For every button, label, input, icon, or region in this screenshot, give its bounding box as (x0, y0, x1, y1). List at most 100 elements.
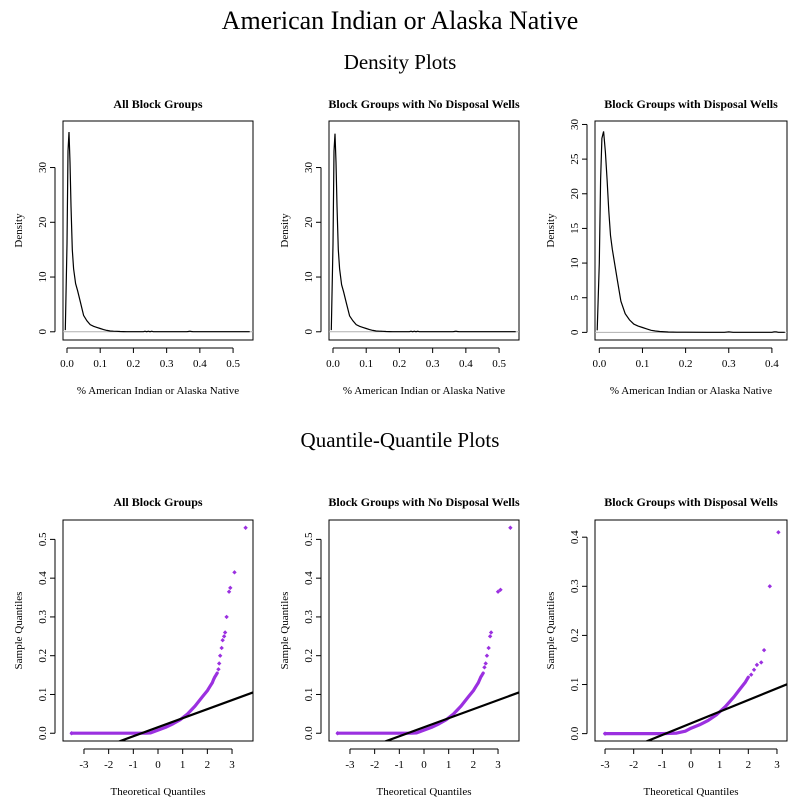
x-tick-label: 0.5 (226, 358, 240, 370)
qq-point (488, 630, 494, 635)
y-tick-label: 0.1 (37, 688, 49, 702)
panel-title: Block Groups with No Disposal Wells (328, 495, 520, 509)
x-axis-label: Theoretical Quantiles (111, 786, 206, 798)
x-tick-label: 0 (421, 759, 427, 771)
x-tick-label: 0.4 (459, 358, 473, 370)
y-tick-label: 0.2 (569, 629, 581, 643)
qq-all-block-groups-chart: All Block Groups -3 -2 -1 0 1 2 3 0.0 0.1 0.2 0.3 0.… (13, 495, 254, 798)
y-axis-label: Density (13, 213, 25, 248)
y-tick-label: 0 (569, 329, 581, 335)
density-no-disposal-wells-chart: Block Groups with No Disposal Wells 0.0 0.… (279, 97, 520, 397)
qq-point (487, 634, 493, 639)
density-with-disposal-wells-chart: Block Groups with Disposal Wells 0.0 0.1 0.… (545, 97, 788, 397)
y-axis-label: Density (545, 213, 557, 248)
y-tick-label: 0.0 (303, 726, 315, 740)
plot-frame (328, 120, 520, 341)
qq-point (508, 525, 513, 530)
y-tick-label: 10 (303, 271, 315, 283)
x-tick-label: 1 (717, 759, 723, 771)
x-tick-label: 0.3 (722, 358, 736, 370)
x-tick-label: -2 (629, 759, 638, 771)
qq-point-curve (335, 671, 485, 735)
x-tick-label: 0.2 (679, 358, 693, 370)
y-tick-label: 0.3 (303, 610, 315, 624)
qq-point (243, 525, 248, 530)
y-tick-label: 0.0 (37, 726, 49, 740)
figure-title: American Indian or Alaska Native (221, 6, 579, 35)
qq-point (232, 570, 237, 575)
x-tick-label: -3 (345, 759, 355, 771)
x-tick-label: -3 (79, 759, 89, 771)
y-tick-label: 20 (303, 216, 315, 228)
x-tick-label: -1 (395, 759, 404, 771)
density-curve (64, 131, 250, 333)
y-tick-label: 0.4 (37, 571, 49, 585)
y-tick-label: 10 (37, 271, 49, 283)
x-tick-label: 0.2 (393, 358, 407, 370)
y-tick-label: 10 (569, 257, 581, 269)
panel-title: Block Groups with Disposal Wells (604, 97, 778, 111)
x-axis-label: % American Indian or Alaska Native (343, 385, 505, 397)
y-tick-label: 0.4 (569, 530, 581, 544)
x-tick-label: 3 (229, 759, 235, 771)
y-tick-label: 0.5 (303, 532, 315, 546)
qq-point (483, 661, 488, 666)
qq-point (754, 662, 760, 668)
qq-point (220, 637, 225, 643)
plot-frame (62, 519, 254, 742)
plot-frame (594, 120, 788, 341)
x-tick-label: 0 (688, 759, 694, 771)
panel-title: All Block Groups (113, 495, 202, 509)
x-tick-label: 0.5 (492, 358, 506, 370)
x-tick-label: 3 (495, 759, 501, 771)
y-tick-label: 0.5 (37, 532, 49, 546)
x-tick-label: -1 (129, 759, 138, 771)
density-all-block-groups-chart: All Block Groups 0.0 0.1 0.2 0.3 0.4 0.5 0 10 20 3… (13, 97, 254, 397)
qq-point-curve (69, 671, 219, 735)
y-tick-label: 0 (303, 329, 315, 335)
x-tick-label: 0 (155, 759, 161, 771)
qq-point (776, 530, 781, 535)
qq-point (217, 653, 223, 658)
y-tick-label: 30 (569, 118, 581, 130)
x-axis-label: Theoretical Quantiles (377, 786, 472, 798)
x-tick-label: 0.0 (60, 358, 74, 370)
panel-title: All Block Groups (113, 97, 202, 111)
plot-frame (62, 120, 254, 341)
x-tick-label: -2 (370, 759, 379, 771)
y-tick-label: 0.1 (303, 688, 315, 702)
plot-frame (594, 519, 788, 742)
panel-title: Block Groups with No Disposal Wells (328, 97, 520, 111)
x-tick-label: 0.0 (592, 358, 606, 370)
qq-point (761, 647, 767, 653)
density-section-title: Density Plots (343, 50, 457, 74)
qq-with-disposal-wells-chart: Block Groups with Disposal Wells -3 -2 -1 0 1… (545, 495, 788, 798)
y-tick-label: 0.3 (37, 610, 49, 624)
y-tick-label: 0.1 (569, 678, 581, 692)
y-tick-label: 0 (37, 329, 49, 335)
qq-point (751, 667, 757, 672)
qq-section-title: Quantile-Quantile Plots (300, 428, 500, 452)
x-tick-label: 3 (774, 759, 780, 771)
y-tick-label: 0.2 (37, 649, 49, 663)
qq-point (759, 660, 764, 665)
x-tick-label: 0.1 (93, 358, 107, 370)
qq-point (226, 589, 232, 594)
qq-no-disposal-wells-chart: Block Groups with No Disposal Wells -3 -2 -… (279, 495, 520, 798)
qq-point (224, 614, 229, 620)
x-axis-label: Theoretical Quantiles (644, 786, 739, 798)
panel-title: Block Groups with Disposal Wells (604, 495, 778, 509)
x-tick-label: 0.0 (326, 358, 340, 370)
x-tick-label: 1 (446, 759, 452, 771)
y-tick-label: 30 (37, 162, 49, 174)
x-tick-label: -3 (600, 759, 610, 771)
qq-point (486, 645, 491, 651)
qq-reference-line (644, 683, 787, 741)
x-tick-label: -2 (104, 759, 113, 771)
x-axis-label: % American Indian or Alaska Native (610, 385, 772, 397)
y-tick-label: 30 (303, 162, 315, 174)
qq-point (216, 667, 221, 672)
x-axis-label: % American Indian or Alaska Native (77, 385, 239, 397)
qq-point (221, 634, 227, 639)
x-tick-label: -1 (658, 759, 667, 771)
